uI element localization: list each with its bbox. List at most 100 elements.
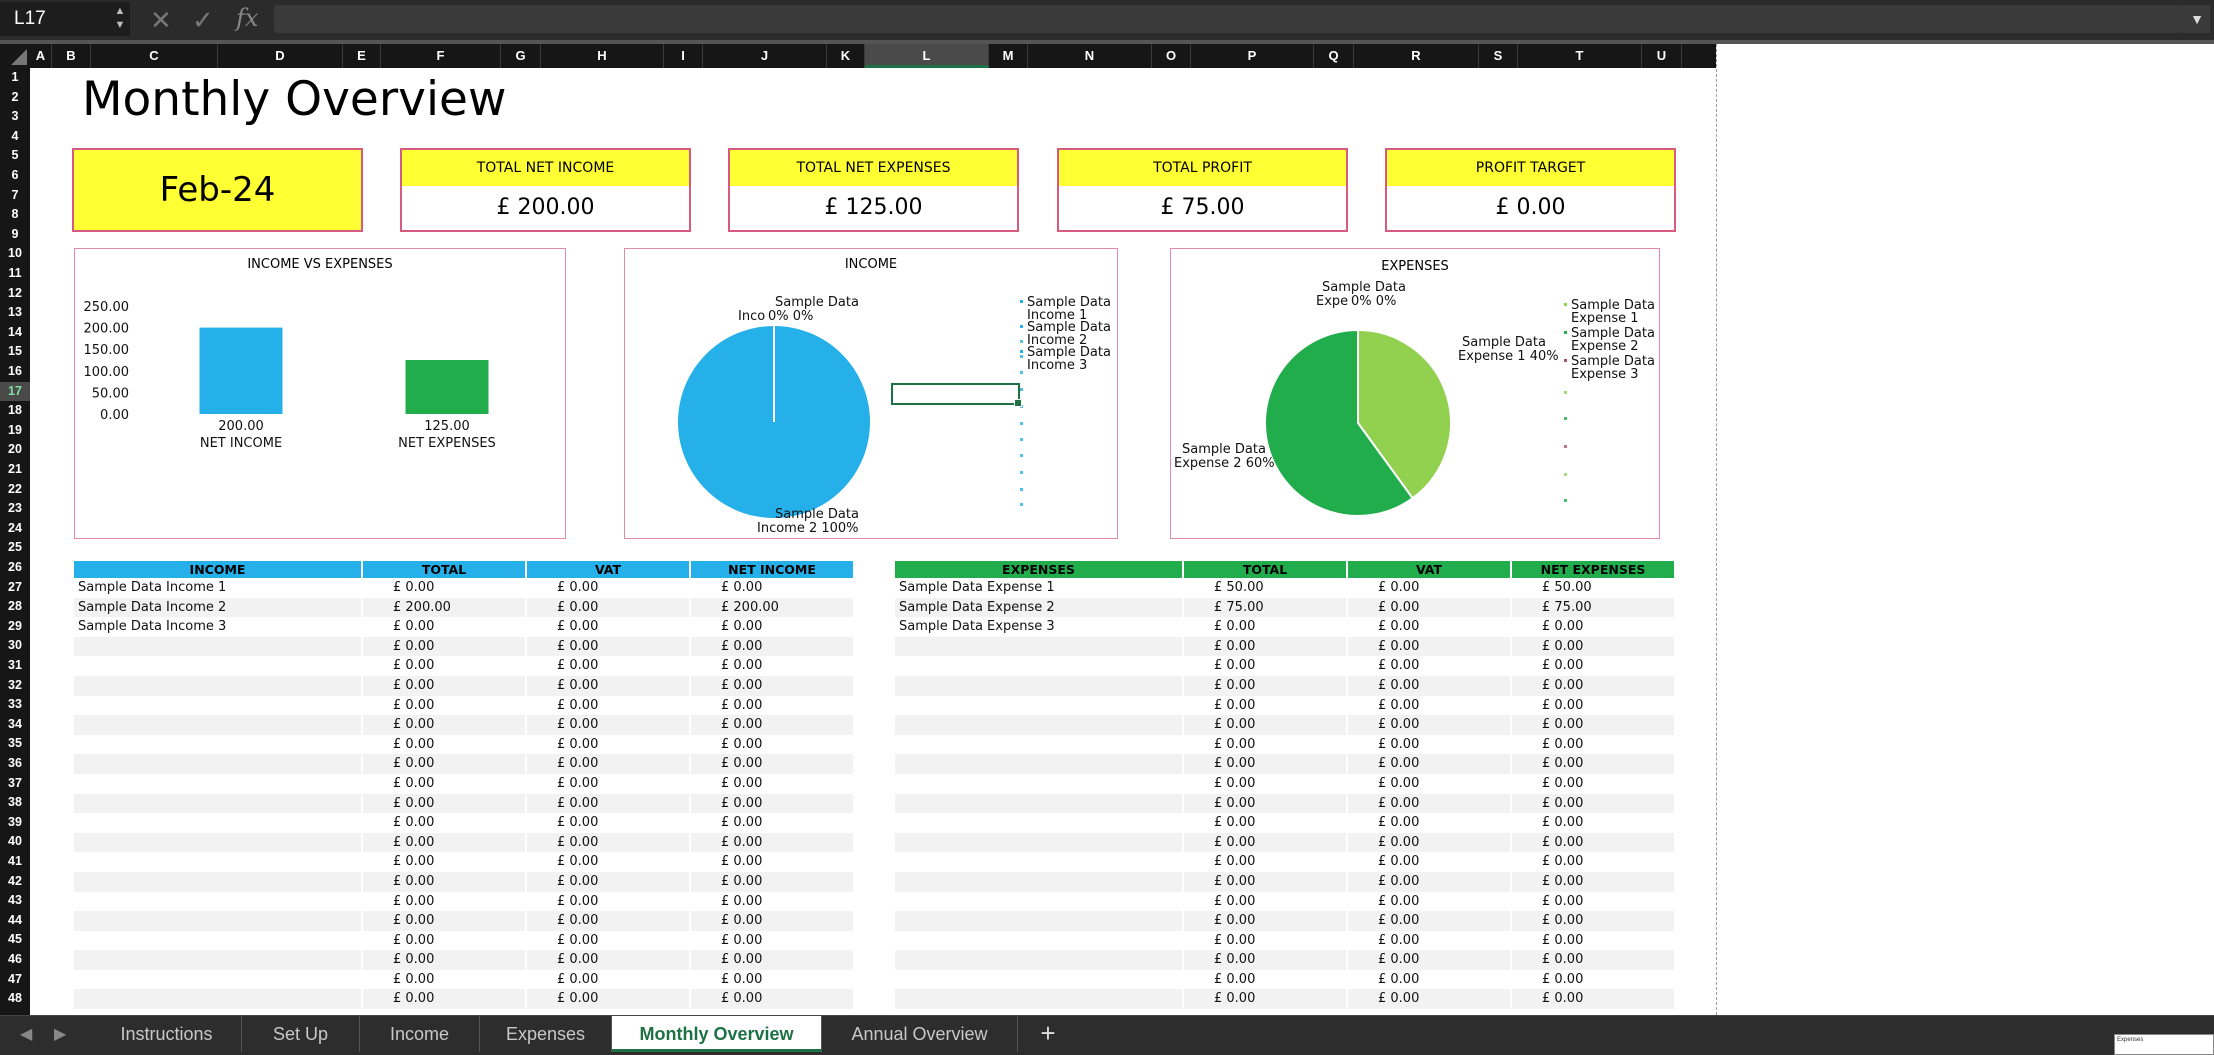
legend-entry[interactable]: Income 1: [1027, 308, 1087, 323]
amount-cell[interactable]: £ 0.00: [1511, 793, 1676, 814]
amount-cell[interactable]: £ 0.00: [526, 852, 691, 872]
col-header-total[interactable]: TOTAL: [1183, 561, 1348, 578]
amount-cell[interactable]: £ 0.00: [690, 578, 855, 598]
amount-cell[interactable]: £ 0.00: [1183, 911, 1348, 931]
amount-cell[interactable]: £ 0.00: [690, 754, 855, 774]
row-header-29[interactable]: 29: [8, 618, 22, 633]
legend-entry[interactable]: Sample Data: [1571, 326, 1655, 341]
row-header-18[interactable]: 18: [8, 403, 22, 418]
column-header-g[interactable]: G: [501, 44, 541, 68]
amount-cell[interactable]: £ 0.00: [690, 930, 855, 951]
row-header-27[interactable]: 27: [8, 579, 22, 594]
amount-cell[interactable]: £ 0.00: [1511, 930, 1676, 951]
legend-entry[interactable]: Expense 1: [1571, 311, 1639, 326]
amount-cell[interactable]: £ 0.00: [362, 969, 527, 990]
row-header-15[interactable]: 15: [8, 344, 22, 359]
item-name-cell[interactable]: Sample Data Expense 2: [895, 597, 1184, 618]
name-box-stepper-icon[interactable]: ▲ ▼: [114, 5, 126, 31]
col-header-vat[interactable]: VAT: [1347, 561, 1512, 578]
kpi-total-profit[interactable]: TOTAL PROFIT £ 75.00: [1057, 148, 1348, 232]
row-header-23[interactable]: 23: [8, 501, 22, 516]
amount-cell[interactable]: £ 0.00: [1347, 754, 1512, 774]
amount-cell[interactable]: £ 0.00: [1347, 832, 1512, 853]
amount-cell[interactable]: £ 0.00: [1511, 969, 1676, 990]
amount-cell[interactable]: £ 0.00: [1347, 871, 1512, 892]
tab-annual-overview[interactable]: Annual Overview: [822, 1016, 1018, 1052]
amount-cell[interactable]: £ 0.00: [526, 891, 691, 912]
column-header-n[interactable]: N: [1028, 44, 1152, 68]
row-header-48[interactable]: 48: [8, 991, 22, 1006]
amount-cell[interactable]: £ 0.00: [526, 930, 691, 951]
column-header-k[interactable]: K: [827, 44, 865, 68]
item-name-cell[interactable]: [74, 813, 363, 833]
amount-cell[interactable]: £ 0.00: [1347, 734, 1512, 755]
row-header-13[interactable]: 13: [8, 305, 22, 320]
amount-cell[interactable]: £ 0.00: [690, 969, 855, 990]
row-header-45[interactable]: 45: [8, 932, 22, 947]
amount-cell[interactable]: £ 0.00: [362, 617, 527, 637]
amount-cell[interactable]: £ 0.00: [362, 832, 527, 853]
amount-cell[interactable]: £ 0.00: [362, 911, 527, 931]
row-header-4[interactable]: 4: [11, 128, 19, 143]
row-header-33[interactable]: 33: [8, 697, 22, 712]
amount-cell[interactable]: £ 0.00: [526, 813, 691, 833]
amount-cell[interactable]: £ 0.00: [1347, 950, 1512, 970]
amount-cell[interactable]: £ 0.00: [690, 734, 855, 755]
row-header-6[interactable]: 6: [11, 168, 19, 182]
amount-cell[interactable]: £ 0.00: [1511, 617, 1676, 637]
amount-cell[interactable]: £ 0.00: [1183, 675, 1348, 696]
amount-cell[interactable]: £ 0.00: [362, 675, 527, 696]
item-name-cell[interactable]: [74, 715, 363, 735]
expenses-pie-chart[interactable]: EXPENSES Sample Data Expe 0% 0% Sample Data…: [1170, 248, 1660, 539]
column-header-m[interactable]: M: [989, 44, 1028, 68]
bar-net-income[interactable]: [199, 327, 283, 414]
amount-cell[interactable]: £ 0.00: [690, 813, 855, 833]
amount-cell[interactable]: £ 200.00: [362, 597, 527, 618]
item-name-cell[interactable]: [74, 754, 363, 774]
item-name-cell[interactable]: [895, 871, 1184, 892]
amount-cell[interactable]: £ 0.00: [362, 871, 527, 892]
add-sheet-button[interactable]: +: [1040, 1018, 1056, 1048]
amount-cell[interactable]: £ 0.00: [362, 813, 527, 833]
item-name-cell[interactable]: [74, 852, 363, 872]
fx-icon[interactable]: fx: [236, 4, 259, 32]
row-header-19[interactable]: 19: [8, 422, 22, 437]
amount-cell[interactable]: £ 0.00: [690, 911, 855, 931]
amount-cell[interactable]: £ 0.00: [690, 871, 855, 892]
income-pie-chart[interactable]: INCOME Sample Data Inco 0% 0% Sample Data In…: [624, 248, 1118, 539]
row-header-31[interactable]: 31: [8, 658, 22, 672]
amount-cell[interactable]: £ 0.00: [1347, 891, 1512, 912]
column-header-a[interactable]: A: [30, 44, 52, 68]
amount-cell[interactable]: £ 0.00: [1511, 911, 1676, 931]
amount-cell[interactable]: £ 50.00: [1183, 578, 1348, 598]
amount-cell[interactable]: £ 0.00: [1511, 989, 1676, 1010]
amount-cell[interactable]: £ 0.00: [1183, 813, 1348, 833]
row-header-30[interactable]: 30: [8, 638, 22, 653]
amount-cell[interactable]: £ 0.00: [526, 871, 691, 892]
item-name-cell[interactable]: [895, 813, 1184, 833]
amount-cell[interactable]: £ 0.00: [1347, 793, 1512, 814]
amount-cell[interactable]: £ 0.00: [1347, 597, 1512, 618]
amount-cell[interactable]: £ 0.00: [1511, 891, 1676, 912]
amount-cell[interactable]: £ 0.00: [362, 950, 527, 970]
col-header-total[interactable]: TOTAL: [362, 561, 527, 578]
row-header-47[interactable]: 47: [8, 971, 22, 986]
amount-cell[interactable]: £ 0.00: [1183, 773, 1348, 794]
column-header-i[interactable]: I: [664, 44, 703, 68]
row-header-42[interactable]: 42: [8, 873, 22, 888]
amount-cell[interactable]: £ 0.00: [690, 636, 855, 657]
legend-entry[interactable]: Expense 3: [1571, 367, 1639, 382]
column-header-b[interactable]: B: [52, 44, 91, 68]
item-name-cell[interactable]: [74, 793, 363, 814]
amount-cell[interactable]: £ 0.00: [526, 695, 691, 716]
amount-cell[interactable]: £ 0.00: [526, 675, 691, 696]
formula-expand-icon[interactable]: ▼: [2184, 5, 2210, 33]
tab-expenses[interactable]: Expenses: [480, 1016, 612, 1052]
amount-cell[interactable]: £ 0.00: [1347, 911, 1512, 931]
column-header-l[interactable]: L: [865, 44, 989, 68]
item-name-cell[interactable]: [74, 911, 363, 931]
amount-cell[interactable]: £ 0.00: [690, 832, 855, 853]
amount-cell[interactable]: £ 0.00: [1347, 773, 1512, 794]
column-header-r[interactable]: R: [1354, 44, 1479, 68]
amount-cell[interactable]: £ 200.00: [690, 597, 855, 618]
